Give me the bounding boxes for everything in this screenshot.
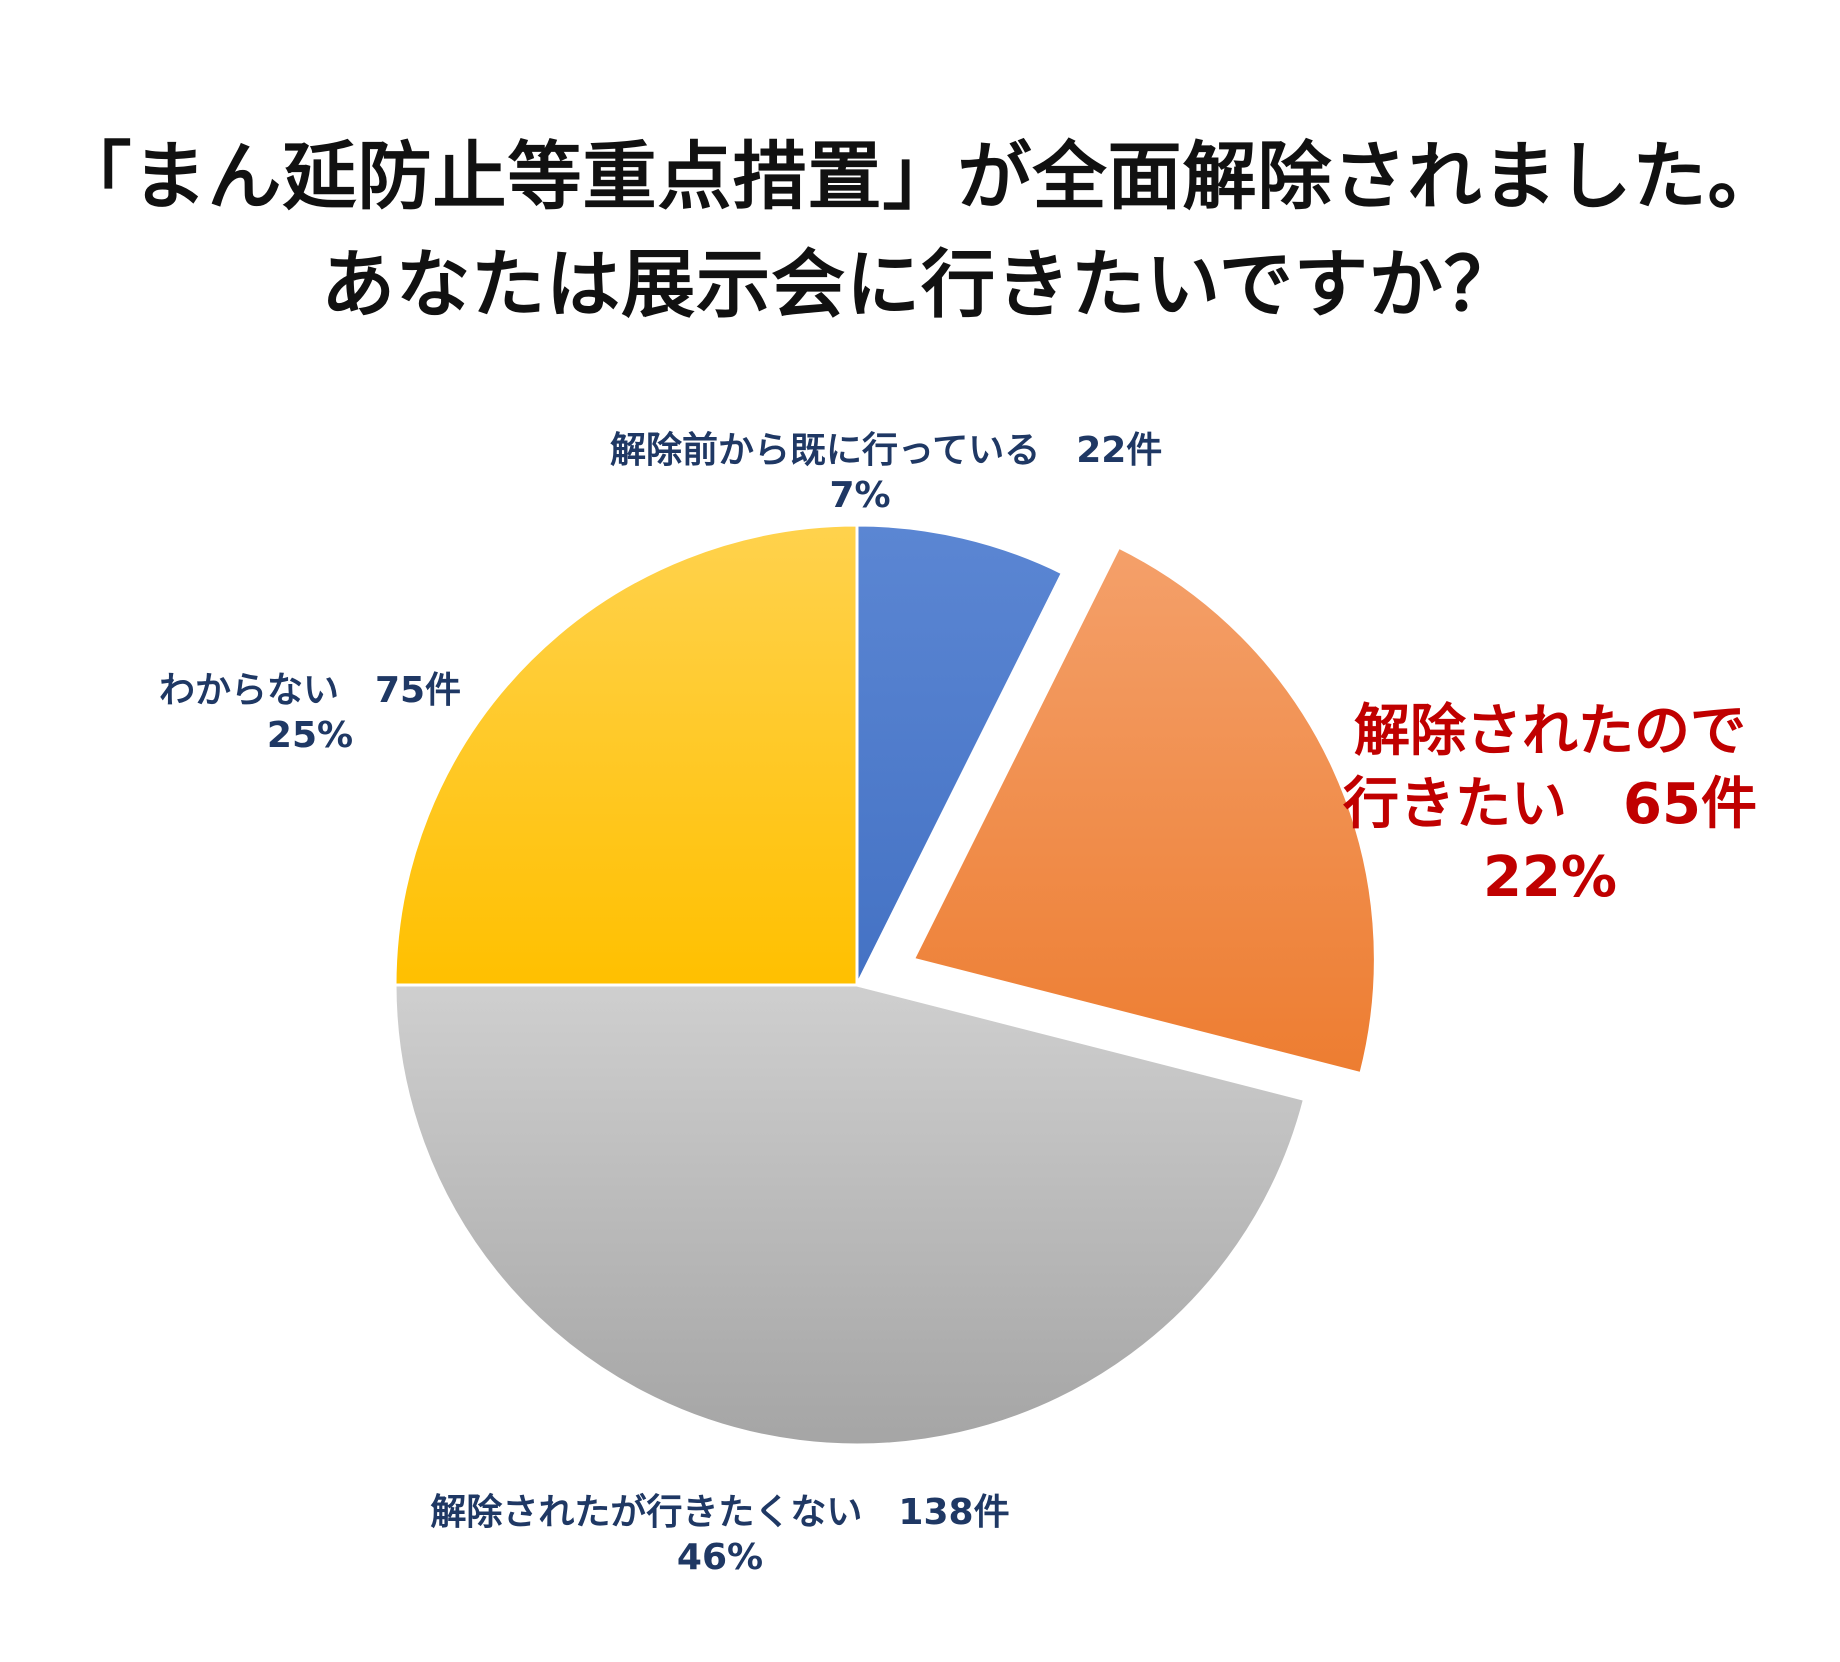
pie-slices <box>393 523 1377 1447</box>
slice-label-already-going-text: 解除前から既に行っている 22件 <box>610 430 1163 471</box>
slice-want-to-go <box>911 545 1377 1076</box>
slice-label-want-to-go: 解除されたので 行きたい 65件 22% <box>1320 696 1780 914</box>
slice-dont-know <box>393 523 859 987</box>
slice-do-not-want <box>393 983 1307 1447</box>
slice-label-dont-know-percent: 25% <box>266 715 354 756</box>
chart-title-line-2: あなたは展示会に行きたいですか？ <box>321 242 1519 328</box>
slice-label-do-not-want-percent: 46% <box>676 1537 764 1578</box>
slice-label-dont-know-text: わからない 75件 <box>158 670 462 711</box>
slice-label-want-to-go-text-2: 行きたい 65件 <box>1343 771 1757 837</box>
slice-label-already-going-percent: 7% <box>829 475 891 516</box>
slice-label-already-going: 解除前から既に行っている 22件 7% <box>610 428 1163 518</box>
slice-already-going <box>855 523 1065 986</box>
slice-label-want-to-go-percent: 22% <box>1482 844 1618 910</box>
slice-label-do-not-want: 解除されたが行きたくない 138件 46% <box>360 1490 1080 1580</box>
chart-title-line-1: 「まん延防止等重点措置」が全面解除されました。 <box>57 134 1783 220</box>
slice-label-dont-know: わからない 75件 25% <box>120 668 500 758</box>
slice-label-want-to-go-text-1: 解除されたので <box>1354 699 1746 764</box>
slice-label-do-not-want-text: 解除されたが行きたくない 138件 <box>430 1492 1010 1533</box>
